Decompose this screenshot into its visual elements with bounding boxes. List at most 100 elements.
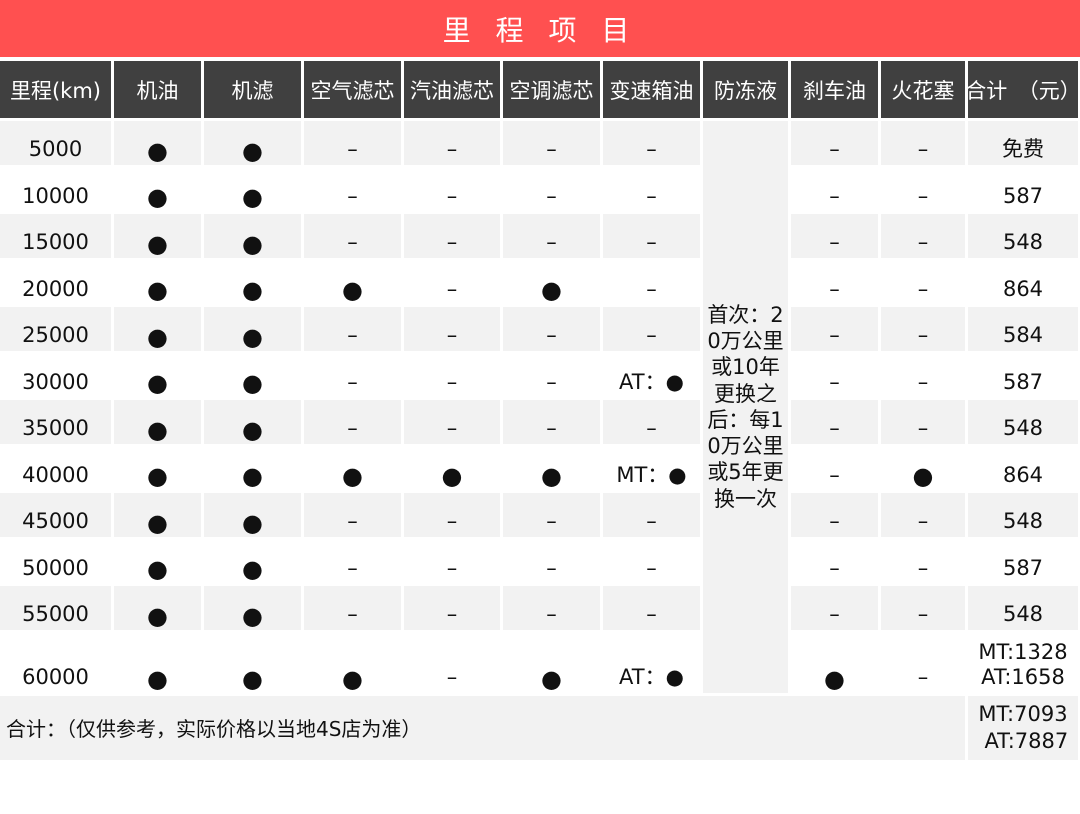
item-cell: – (404, 353, 500, 397)
item-cell: ● (114, 446, 201, 490)
item-cell: ● (304, 446, 401, 490)
item-cell: – (503, 400, 600, 444)
total-cell: 免费 (968, 121, 1078, 165)
item-cell: ● (204, 400, 301, 444)
item-cell: – (603, 307, 700, 351)
total-cell: 587 (968, 167, 1078, 211)
item-cell: – (404, 307, 500, 351)
item-cell: ● (114, 353, 201, 397)
item-cell: AT：● (603, 632, 700, 693)
item-cell: ● (791, 632, 878, 693)
item-cell: – (881, 167, 965, 211)
item-cell: – (791, 214, 878, 258)
total-cell: 584 (968, 307, 1078, 351)
item-cell: ● (204, 632, 301, 693)
summary-total: MT:7093 AT:7887 (968, 695, 1078, 760)
item-cell: – (503, 493, 600, 537)
item-cell: – (503, 214, 600, 258)
item-cell: – (304, 121, 401, 165)
item-cell: – (404, 539, 500, 583)
item-cell: ● (114, 307, 201, 351)
item-cell: – (603, 214, 700, 258)
column-header: 变速箱油 (603, 61, 700, 118)
total-cell: 548 (968, 586, 1078, 630)
item-cell: – (881, 493, 965, 537)
column-header: 空调滤芯 (503, 61, 600, 118)
mileage-cell: 35000 (0, 400, 111, 444)
item-cell: – (404, 214, 500, 258)
item-cell: – (791, 167, 878, 211)
item-cell: – (791, 260, 878, 304)
item-cell: – (404, 632, 500, 693)
item-cell: – (503, 539, 600, 583)
column-header: 空气滤芯 (304, 61, 401, 118)
total-cell: 587 (968, 539, 1078, 583)
total-cell: 548 (968, 493, 1078, 537)
mileage-cell: 20000 (0, 260, 111, 304)
column-header: 刹车油 (791, 61, 878, 118)
item-cell: MT：● (603, 446, 700, 490)
item-cell: ● (204, 214, 301, 258)
mileage-cell: 40000 (0, 446, 111, 490)
column-header: 机油 (114, 61, 201, 118)
antifreeze-note: 首次：20万公里或10年更换之后：每10万公里或5年更换一次 (707, 302, 784, 511)
item-cell: – (603, 400, 700, 444)
item-cell: – (881, 121, 965, 165)
mileage-cell: 15000 (0, 214, 111, 258)
item-cell: – (404, 121, 500, 165)
item-cell: ● (204, 167, 301, 211)
item-cell: – (603, 586, 700, 630)
column-header: 合计 （元） (965, 61, 1080, 118)
item-cell: – (603, 167, 700, 211)
mileage-cell: 60000 (0, 632, 111, 693)
item-cell: – (404, 400, 500, 444)
item-cell: ● (114, 539, 201, 583)
item-cell: – (603, 493, 700, 537)
item-cell: – (503, 353, 600, 397)
total-cell: 864 (968, 446, 1078, 490)
item-cell: – (404, 260, 500, 304)
item-cell: ● (304, 260, 401, 304)
summary-label: 合计：（仅供参考，实际价格以当地4S店为准） (0, 695, 965, 760)
item-cell: – (304, 214, 401, 258)
item-cell: ● (404, 446, 500, 490)
item-cell: – (791, 586, 878, 630)
item-cell: – (503, 167, 600, 211)
mileage-cell: 45000 (0, 493, 111, 537)
item-cell: ● (204, 260, 301, 304)
column-header: 汽油滤芯 (404, 61, 500, 118)
mileage-cell: 55000 (0, 586, 111, 630)
mileage-cell: 10000 (0, 167, 111, 211)
item-cell: ● (204, 121, 301, 165)
item-cell: ● (503, 446, 600, 490)
item-cell: – (791, 307, 878, 351)
item-cell: – (881, 353, 965, 397)
item-cell: ● (204, 539, 301, 583)
item-cell: ● (114, 586, 201, 630)
item-cell: AT：● (603, 353, 700, 397)
item-cell: ● (114, 260, 201, 304)
item-cell: – (404, 586, 500, 630)
item-cell: – (503, 586, 600, 630)
item-cell: – (304, 353, 401, 397)
item-cell: – (404, 167, 500, 211)
item-cell: ● (881, 446, 965, 490)
item-cell: – (881, 539, 965, 583)
mileage-cell: 5000 (0, 121, 111, 165)
total-cell: 548 (968, 400, 1078, 444)
item-cell: – (304, 167, 401, 211)
item-cell: – (791, 446, 878, 490)
item-cell: – (304, 586, 401, 630)
item-cell: ● (503, 632, 600, 693)
column-header: 防冻液 (703, 61, 788, 118)
item-cell: ● (114, 632, 201, 693)
item-cell: ● (204, 353, 301, 397)
item-cell: ● (114, 400, 201, 444)
item-cell: ● (114, 167, 201, 211)
item-cell: – (791, 493, 878, 537)
item-cell: ● (204, 307, 301, 351)
item-cell: – (881, 400, 965, 444)
item-cell: ● (114, 493, 201, 537)
item-cell: – (404, 493, 500, 537)
item-cell: – (881, 632, 965, 693)
